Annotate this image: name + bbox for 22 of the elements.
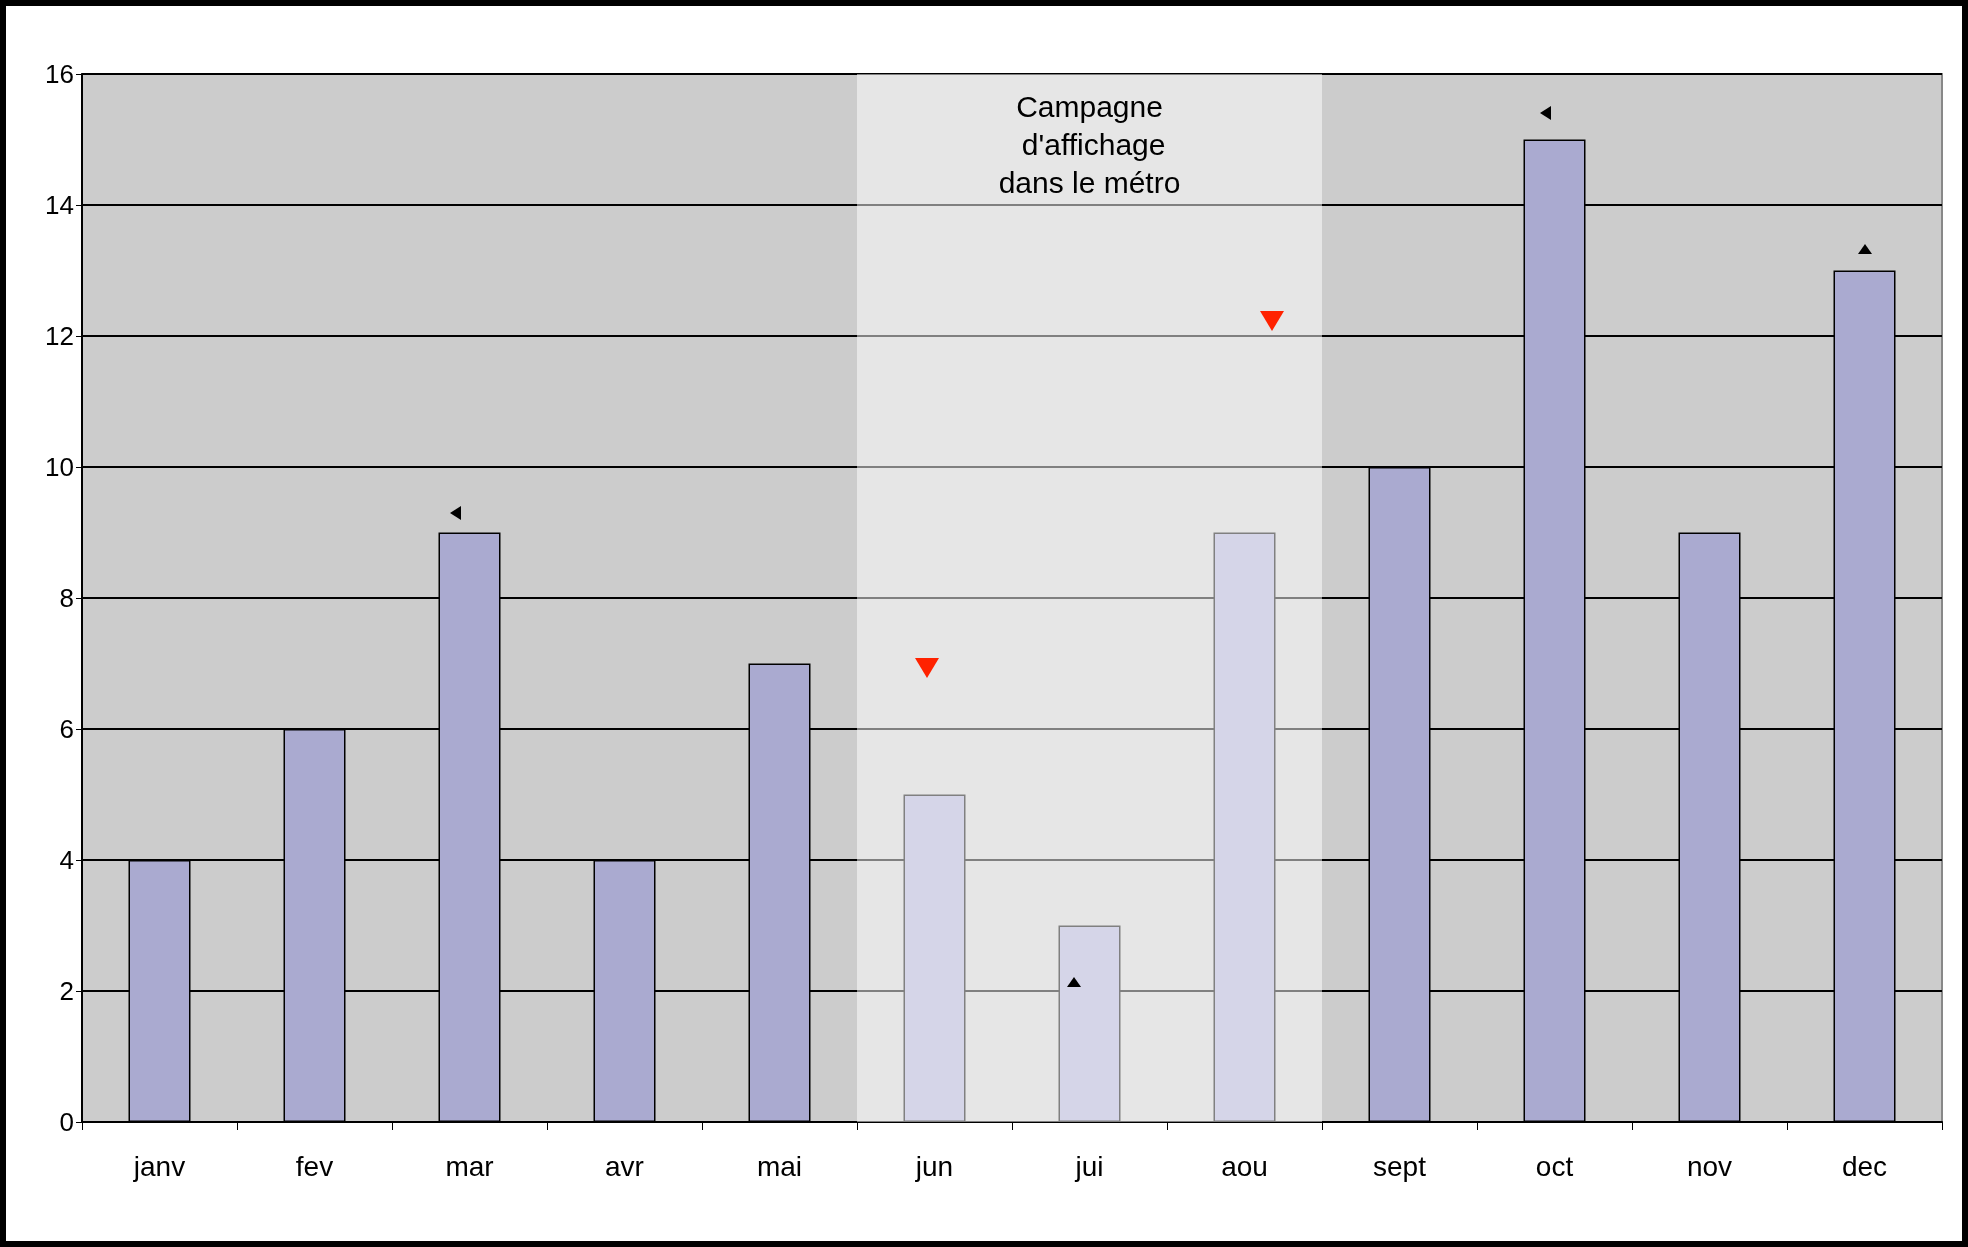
y-tick-label: 14 [45, 190, 74, 220]
x-tick-label: jun [914, 1150, 954, 1182]
y-tick-label: 2 [59, 976, 74, 1006]
x-tick-label: avr [605, 1150, 644, 1182]
x-tick-label: dec [1841, 1150, 1888, 1182]
y-tick-label: 8 [59, 583, 74, 613]
y-tick-label: 12 [45, 321, 74, 351]
x-tick-label: mar [445, 1150, 494, 1182]
x-tick-label: jui [1074, 1150, 1104, 1182]
x-tick-label: oct [1535, 1150, 1574, 1182]
x-tick-label: aou [1221, 1150, 1268, 1182]
band-label: Campagne d'affichage dans le métro [998, 89, 1181, 199]
y-tick-label: 0 [59, 1107, 74, 1137]
x-tick-label: janv [132, 1150, 186, 1182]
x-tick-label: mai [756, 1150, 803, 1182]
x-tick-label: fev [295, 1150, 334, 1182]
y-tick-label: 16 [45, 59, 74, 89]
x-tick-label: nov [1686, 1150, 1733, 1182]
y-tick-label: 10 [45, 452, 74, 482]
y-tick-label: 4 [59, 845, 74, 875]
x-tick-label: sept [1373, 1150, 1427, 1182]
y-tick-label: 6 [59, 714, 74, 744]
